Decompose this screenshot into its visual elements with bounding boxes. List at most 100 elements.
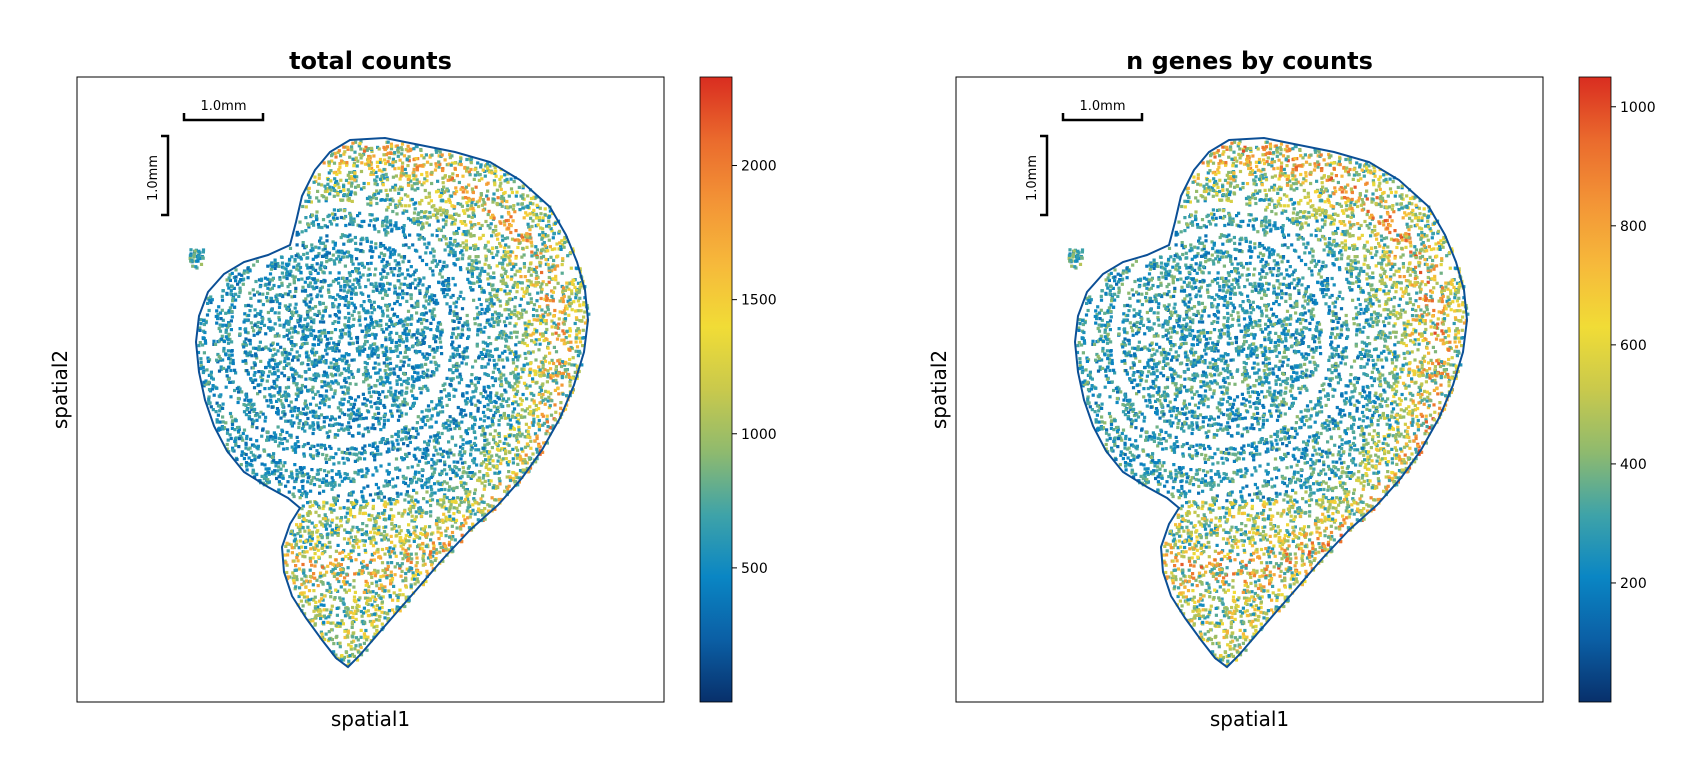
data-point [437, 165, 441, 169]
data-point [205, 368, 209, 372]
data-point [371, 498, 375, 502]
data-point [529, 273, 533, 277]
data-point [398, 351, 402, 355]
data-point [387, 389, 391, 393]
data-point [442, 388, 447, 392]
data-point [347, 316, 351, 320]
data-point [316, 529, 320, 533]
data-point [370, 332, 374, 336]
data-point [473, 491, 477, 495]
data-point [388, 317, 393, 321]
data-point [396, 296, 400, 300]
data-point [317, 555, 321, 559]
data-point [322, 425, 326, 429]
data-point [448, 308, 453, 312]
data-point [298, 265, 303, 270]
data-point [507, 470, 511, 474]
data-point [402, 172, 406, 176]
data-point [225, 278, 229, 282]
data-point [339, 288, 343, 292]
data-point [297, 594, 301, 599]
data-point [541, 316, 545, 320]
data-point [429, 435, 433, 439]
data-point [480, 223, 484, 228]
data-point [269, 394, 273, 398]
data-point [346, 283, 350, 287]
data-point [357, 282, 361, 286]
data-point [423, 188, 427, 193]
data-point [513, 296, 518, 300]
data-point [382, 503, 386, 507]
data-point [382, 534, 386, 538]
data-point [360, 304, 364, 308]
data-point [336, 208, 341, 212]
data-point [374, 246, 378, 250]
data-point [319, 468, 323, 472]
data-point [382, 530, 387, 534]
data-point [509, 215, 513, 219]
data-point [422, 385, 426, 389]
data-point [337, 447, 341, 451]
data-point [425, 221, 429, 225]
data-point [354, 140, 358, 144]
data-point [345, 277, 349, 281]
data-point [395, 144, 399, 148]
data-point [320, 380, 324, 384]
data-point [550, 289, 554, 293]
data-point [310, 362, 314, 366]
data-point [497, 333, 502, 338]
data-point [558, 299, 562, 303]
data-point [362, 486, 366, 490]
data-point [534, 212, 538, 216]
data-point [298, 552, 302, 556]
data-point [397, 199, 401, 203]
data-point [398, 286, 402, 290]
data-point [385, 293, 389, 297]
data-point [387, 471, 391, 475]
data-point [404, 585, 408, 589]
data-point [234, 443, 238, 447]
data-point [496, 367, 501, 372]
data-point [412, 505, 416, 510]
data-point [351, 525, 355, 529]
data-point [304, 377, 308, 381]
data-point [406, 529, 410, 533]
data-point [328, 219, 332, 224]
data-point [318, 520, 322, 524]
data-point [373, 568, 377, 572]
data-point [492, 192, 496, 196]
data-point [362, 632, 366, 636]
data-point [461, 232, 465, 236]
data-point [411, 571, 415, 575]
data-point [349, 215, 353, 219]
data-point [330, 415, 334, 419]
data-point [281, 353, 285, 357]
data-point [375, 160, 379, 164]
data-point [534, 265, 539, 269]
data-point [516, 462, 520, 466]
data-point [301, 486, 305, 490]
data-point [338, 162, 342, 166]
data-point [340, 411, 344, 415]
data-point [542, 371, 546, 375]
data-point [514, 453, 518, 457]
data-point [405, 332, 409, 336]
data-point [280, 402, 284, 406]
data-point [257, 415, 262, 419]
data-point [385, 378, 389, 382]
data-point [256, 348, 260, 352]
data-point [467, 503, 471, 507]
data-point [321, 355, 325, 359]
data-point [325, 225, 329, 229]
data-point [442, 185, 446, 189]
data-point [211, 377, 215, 381]
data-point [511, 410, 515, 414]
data-point [548, 351, 552, 355]
data-point [515, 335, 519, 339]
data-point [437, 519, 441, 523]
data-point [387, 497, 391, 501]
data-point [383, 162, 388, 166]
data-point [383, 219, 387, 223]
data-point [350, 407, 354, 411]
data-point [472, 497, 476, 501]
